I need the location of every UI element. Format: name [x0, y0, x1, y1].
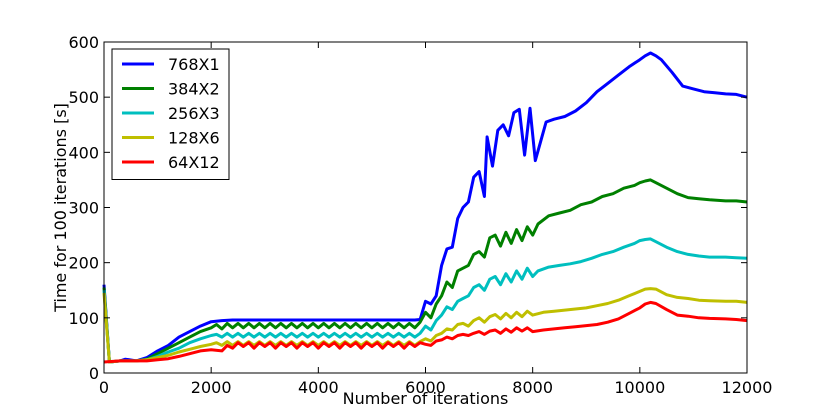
- y-tick-label: 0: [89, 364, 99, 383]
- legend-label-0: 768X1: [168, 55, 220, 74]
- y-tick-label: 100: [68, 309, 99, 328]
- series-line-0: [102, 51, 748, 364]
- y-tick-label: 600: [68, 33, 99, 52]
- x-tick-label: 12000: [722, 378, 773, 397]
- legend-label-2: 256X3: [168, 104, 220, 123]
- y-tick-label: 300: [68, 199, 99, 218]
- x-tick-label: 8000: [512, 378, 553, 397]
- legend-label-4: 64X12: [168, 153, 220, 172]
- axes: 0 2000 4000 6000 8000 10000 12000 0 100 200 300 400…: [68, 33, 772, 397]
- y-tick-label: 500: [68, 88, 99, 107]
- series-line-1: [102, 178, 748, 364]
- y-tick-label: 200: [68, 254, 99, 273]
- series-lines: [102, 51, 748, 364]
- legend-label-1: 384X2: [168, 80, 220, 99]
- x-tick-label: 6000: [405, 378, 446, 397]
- y-axis-label: Time for 100 iterations [s]: [51, 103, 70, 313]
- x-tick-label: 2000: [191, 378, 232, 397]
- series-line-4: [103, 300, 748, 364]
- x-tick-label: 4000: [298, 378, 339, 397]
- legend: 768X1 384X2 256X3 128X6 64X12: [111, 48, 230, 180]
- series-line-2: [102, 237, 748, 364]
- x-tick-label: 10000: [614, 378, 665, 397]
- x-axis-label: Number of iterations: [343, 389, 509, 408]
- legend-label-3: 128X6: [168, 129, 220, 148]
- y-tick-label: 400: [68, 143, 99, 162]
- x-tick-label: 0: [99, 378, 109, 397]
